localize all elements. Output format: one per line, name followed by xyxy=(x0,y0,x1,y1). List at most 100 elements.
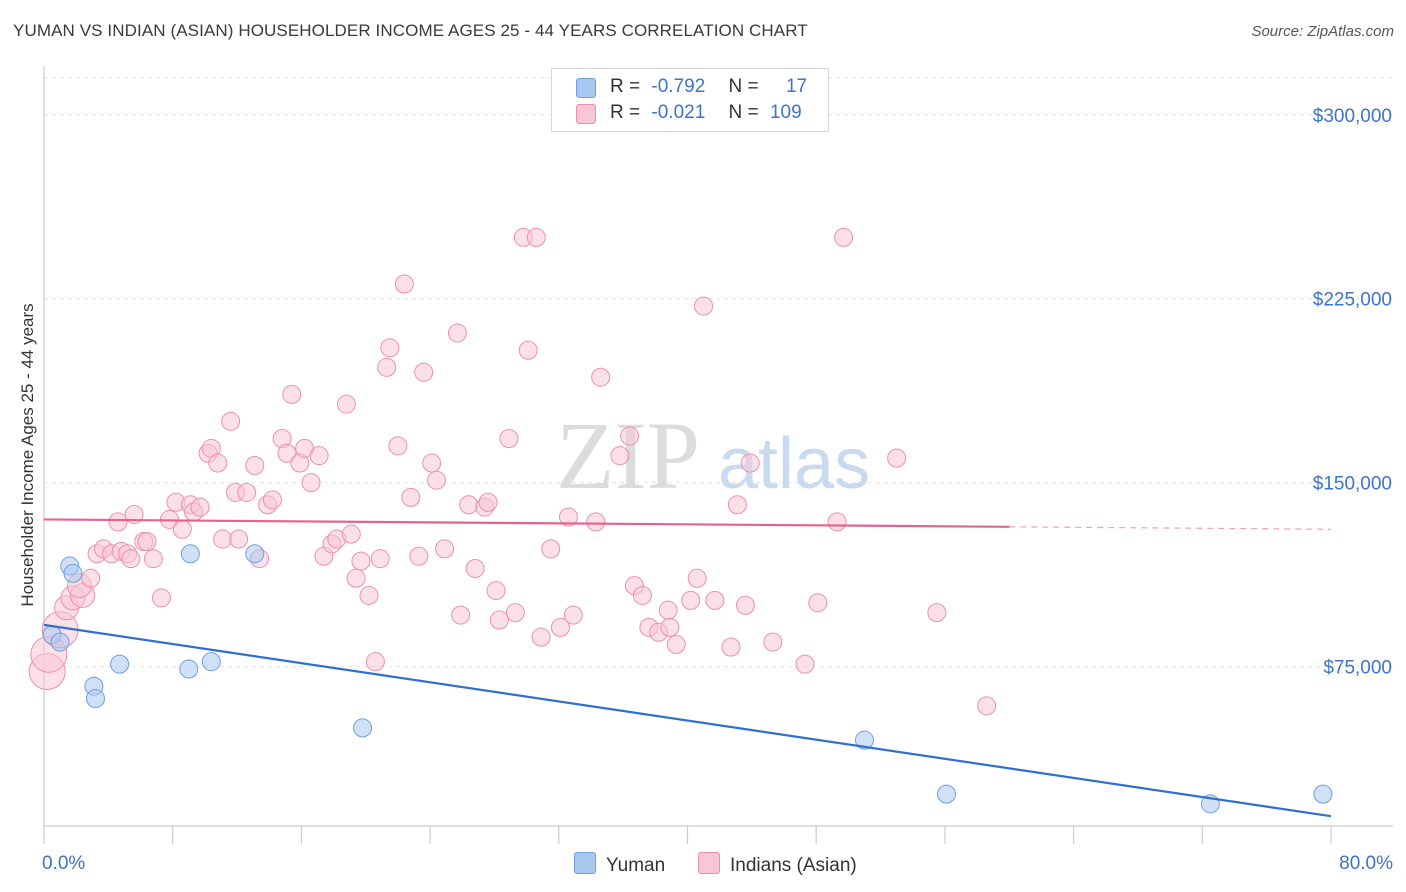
point-indians xyxy=(341,524,361,544)
chart-title: YUMAN VS INDIAN (ASIAN) HOUSEHOLDER INCO… xyxy=(13,21,808,40)
point-indians xyxy=(740,453,760,473)
point-indians xyxy=(489,610,509,630)
point-indians xyxy=(887,448,907,468)
y-tick-label: $75,000 xyxy=(1323,658,1392,679)
point-indians xyxy=(229,529,249,549)
point-indians xyxy=(658,600,678,620)
bottom-legend-yuman: Yuman xyxy=(574,852,665,877)
point-indians xyxy=(505,603,525,623)
point-indians xyxy=(414,362,434,382)
point-indians xyxy=(377,357,397,377)
legend-swatch-yuman xyxy=(576,78,596,98)
point-indians xyxy=(388,436,408,456)
point-yuman xyxy=(245,544,265,564)
point-indians xyxy=(262,490,282,510)
point-indians xyxy=(190,497,210,517)
point-indians xyxy=(409,546,429,566)
trend-line-indians xyxy=(43,518,1010,528)
bottom-legend-label-yuman: Yuman xyxy=(606,855,666,876)
point-indians xyxy=(632,585,652,605)
point-indians xyxy=(486,581,506,601)
legend-n-value: 109 xyxy=(769,102,802,123)
point-indians xyxy=(827,512,847,532)
x-tick-label: 80.0% xyxy=(1339,853,1393,874)
point-indians xyxy=(370,549,390,569)
point-indians xyxy=(435,539,455,559)
point-yuman xyxy=(1313,784,1333,804)
point-indians xyxy=(977,696,997,716)
point-indians xyxy=(151,588,171,608)
point-indians xyxy=(526,227,546,247)
point-indians xyxy=(550,617,570,637)
point-indians xyxy=(660,617,680,637)
point-indians xyxy=(735,595,755,615)
point-yuman xyxy=(179,659,199,679)
legend-r-label: R = xyxy=(610,102,641,123)
point-indians xyxy=(401,487,421,507)
point-yuman xyxy=(50,632,70,652)
point-indians xyxy=(143,549,163,569)
point-indians xyxy=(681,590,701,610)
legend-r-value: -0.021 xyxy=(651,102,706,123)
point-yuman xyxy=(63,563,83,583)
watermark: ZIP atlas xyxy=(556,402,870,509)
point-indians xyxy=(81,568,101,588)
point-indians xyxy=(451,605,471,625)
source-label: Source: ZipAtlas.com xyxy=(1251,23,1394,40)
point-indians xyxy=(927,603,947,623)
point-yuman xyxy=(353,718,373,738)
point-indians xyxy=(687,568,707,588)
bottom-legend-swatch-yuman xyxy=(574,852,596,874)
y-tick-label: $300,000 xyxy=(1313,106,1392,127)
point-indians xyxy=(208,453,228,473)
point-indians xyxy=(620,426,640,446)
data-points xyxy=(28,227,1333,814)
point-indians xyxy=(586,512,606,532)
point-indians xyxy=(137,532,157,552)
point-indians xyxy=(365,652,385,672)
y-axis-label: Householder Income Ages 25 - 44 years xyxy=(18,303,37,606)
legend-n-label: N = xyxy=(728,76,759,97)
point-indians xyxy=(380,338,400,358)
point-indians xyxy=(394,274,414,294)
correlation-legend: R = -0.792 N = 17 R = -0.021 N = 109 xyxy=(551,68,829,132)
point-indians xyxy=(808,593,828,613)
point-indians xyxy=(351,551,371,571)
bottom-legend-indians: Indians (Asian) xyxy=(698,852,857,877)
point-yuman xyxy=(854,730,874,750)
bottom-legend-label-indians: Indians (Asian) xyxy=(730,855,857,876)
point-indians xyxy=(213,529,233,549)
point-indians xyxy=(541,539,561,559)
point-indians xyxy=(610,446,630,466)
point-indians xyxy=(459,495,479,515)
legend-n-value: 17 xyxy=(785,76,808,97)
point-indians xyxy=(237,482,257,502)
point-indians xyxy=(763,632,783,652)
bottom-legend-swatch-indians xyxy=(698,852,720,874)
point-indians xyxy=(359,585,379,605)
point-indians xyxy=(427,470,447,490)
point-yuman xyxy=(85,688,105,708)
point-indians xyxy=(172,519,192,539)
y-tick-label: $225,000 xyxy=(1313,290,1392,311)
y-tick-label: $150,000 xyxy=(1313,474,1392,495)
point-indians xyxy=(282,384,302,404)
legend-n-label: N = xyxy=(728,102,759,123)
point-indians xyxy=(336,394,356,414)
point-indians xyxy=(694,296,714,316)
point-indians xyxy=(518,340,538,360)
legend-r-value: -0.792 xyxy=(651,76,706,97)
point-indians xyxy=(346,568,366,588)
point-indians xyxy=(666,635,686,655)
point-indians xyxy=(795,654,815,674)
gridlines xyxy=(44,77,1393,668)
point-indians xyxy=(478,492,498,512)
trend-lines xyxy=(43,518,1332,818)
point-indians xyxy=(834,227,854,247)
point-indians xyxy=(447,323,467,343)
point-indians xyxy=(591,367,611,387)
point-indians xyxy=(301,473,321,493)
point-yuman xyxy=(201,652,221,672)
legend-swatch-indians xyxy=(576,104,596,124)
